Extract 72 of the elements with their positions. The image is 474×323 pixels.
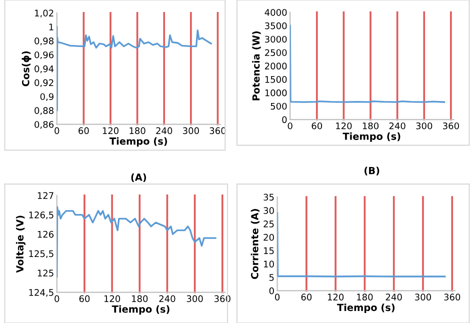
y-axis-title: Cos(ϕ) (22, 51, 32, 86)
y-tick-label: 35 (264, 194, 274, 201)
y-tick-label: 25 (264, 220, 274, 228)
x-axis-title: Tiempo (s) (342, 132, 400, 142)
y-tick-label: 125,5 (29, 250, 54, 258)
x-tick-label: 60 (301, 294, 312, 300)
y-tick-label: 30 (264, 207, 274, 214)
x-tick-label: 240 (389, 122, 406, 130)
x-tick-label: 0 (54, 295, 60, 302)
x-axis-title: Tiempo (s) (337, 304, 395, 314)
y-tick-label: 500 (270, 102, 287, 110)
text: (B) (364, 166, 380, 176)
y-tick-label: 2000 (264, 62, 287, 70)
y-tick-label: 10 (264, 260, 274, 268)
y-tick-label: 0 (269, 287, 274, 294)
x-tick-label: 60 (79, 295, 90, 302)
y-tick-label: 126 (38, 230, 54, 238)
y-tick-label: 0 (282, 116, 287, 124)
y-tick-label: 3500 (265, 22, 287, 30)
x-tick-label: 120 (328, 294, 344, 300)
x-tick-label: 240 (156, 127, 172, 134)
y-tick-label: 20 (264, 234, 274, 241)
y-tick-label: 15 (264, 247, 274, 254)
x-tick-label: 180 (357, 294, 373, 300)
y-tick-label: 1500 (265, 76, 287, 83)
y-tick-label: 2500 (264, 49, 287, 56)
line-series (277, 212, 446, 278)
y-tick-label: 124,5 (29, 289, 54, 297)
x-tick-label: 360 (214, 295, 230, 302)
x-axis-title: Tiempo (s) (112, 305, 170, 315)
x-tick-label: 0 (54, 127, 60, 134)
x-tick-label: 360 (443, 122, 459, 130)
x-tick-label: 120 (336, 122, 352, 130)
x-tick-label: 300 (186, 295, 203, 302)
x-tick-label: 180 (362, 122, 379, 130)
y-tick-label: 1 (49, 24, 54, 30)
y-tick-label: 3000 (265, 36, 287, 43)
y-tick-label: 125 (38, 270, 54, 276)
x-tick-label: 240 (159, 295, 176, 302)
x-axis-title: Tiempo (s) (110, 137, 167, 147)
y-tick-label: 126,5 (29, 212, 54, 220)
x-tick-label: 0 (288, 122, 292, 130)
y-tick-label: 1,02 (34, 10, 54, 18)
x-tick-label: 360 (444, 294, 460, 300)
text: (A) (131, 173, 146, 182)
y-tick-label: 1000 (265, 89, 287, 96)
y-tick-label: 4000 (264, 9, 287, 16)
x-tick-label: 180 (132, 295, 148, 302)
y-tick-label: 0,9 (40, 93, 54, 101)
x-tick-label: 60 (312, 122, 322, 130)
x-tick-label: 300 (415, 294, 432, 300)
x-tick-label: 60 (78, 127, 89, 134)
y-tick-label: 0,86 (34, 121, 54, 129)
line-series (56, 206, 216, 278)
x-tick-label: 300 (182, 127, 199, 134)
y-tick-label: 5 (269, 274, 274, 281)
line-series (56, 26, 212, 112)
y-axis-title: Potencia (W) (252, 31, 261, 100)
line-series (290, 24, 446, 103)
y-tick-label: 0,98 (34, 38, 54, 46)
y-axis-title: Corriente (A) (250, 209, 260, 280)
y-tick-label: 0,92 (34, 79, 54, 88)
y-axis-title: Voltaje (V) (16, 216, 26, 273)
x-tick-label: 240 (386, 294, 402, 300)
x-tick-label: 120 (104, 295, 120, 302)
y-tick-label: 0,94 (34, 65, 54, 74)
y-tick-label: 127 (38, 192, 54, 199)
x-tick-label: 300 (416, 122, 432, 130)
y-tick-label: 0,88 (34, 107, 54, 115)
x-tick-label: 120 (102, 127, 119, 134)
y-tick-label: 0,96 (34, 51, 54, 60)
x-tick-label: 180 (130, 127, 146, 134)
